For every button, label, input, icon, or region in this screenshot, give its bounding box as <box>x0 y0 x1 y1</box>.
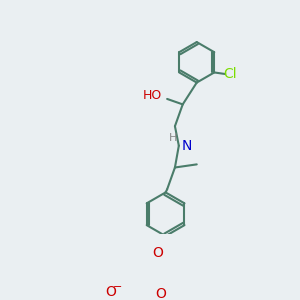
Text: −: − <box>112 282 122 292</box>
Text: Cl: Cl <box>223 67 237 81</box>
Text: H: H <box>169 133 177 143</box>
Text: O: O <box>152 246 163 260</box>
Text: O: O <box>106 285 116 299</box>
Text: O: O <box>155 287 166 300</box>
Text: HO: HO <box>143 88 163 101</box>
Text: N: N <box>182 139 192 153</box>
